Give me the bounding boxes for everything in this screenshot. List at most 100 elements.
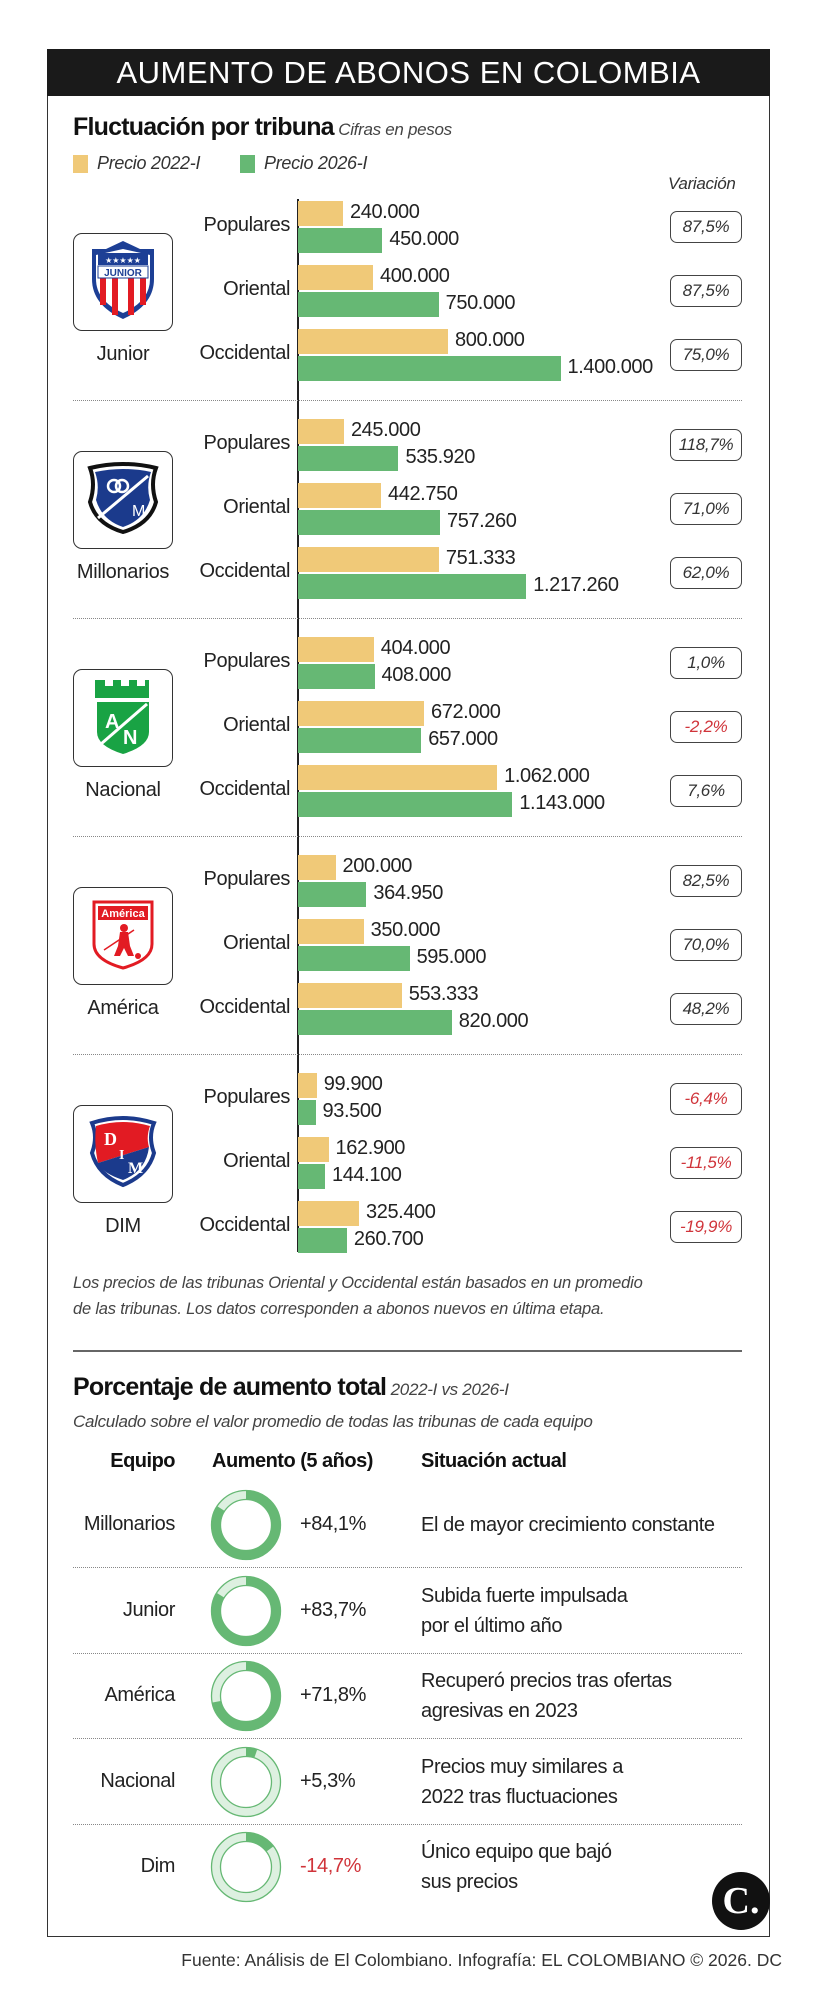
el-colombiano-logo: C. [712, 1872, 770, 1930]
value-label-2022: 442.750 [388, 483, 458, 505]
team-name: DIM [105, 1215, 141, 1237]
bar-2026 [298, 1100, 316, 1125]
note-line-1: Los precios de las tribunas Oriental y O… [73, 1274, 643, 1292]
team-name: Junior [96, 343, 150, 365]
value-label-2022: 553.333 [408, 983, 479, 1005]
situation-line: Recuperó precios tras ofertas [421, 1670, 672, 1692]
value-label-2022: 325.400 [366, 1201, 436, 1223]
variation-badge: -19,9% [670, 1211, 742, 1243]
tribuna-label: Oriental [223, 496, 290, 518]
donut-arc [211, 1746, 281, 1817]
value-label-2022: 400.000 [380, 265, 450, 287]
footer-credit: Fuente: Análisis de El Colombiano. Infog… [181, 1950, 782, 1970]
tribuna-label: Populares [203, 1086, 291, 1108]
svg-text:JUNIOR: JUNIOR [104, 268, 143, 279]
team-logo-0: JUNIOR ★★★★★ [73, 233, 173, 331]
value-label-2026: 1.143.000 [519, 792, 605, 814]
bar-2026 [298, 228, 383, 253]
tribuna-label: Occidental [199, 1214, 291, 1236]
tribuna-label: Populares [203, 650, 291, 672]
variation-badge: 1,0% [670, 647, 742, 679]
variation-badge: 48,2% [670, 993, 742, 1025]
value-label-2026: 260.700 [353, 1228, 424, 1250]
tribuna-label: Occidental [199, 778, 291, 800]
summary-title: Porcentaje de aumento total [73, 1373, 387, 1401]
tribuna-label: Occidental [199, 996, 291, 1018]
donut-track-inner [219, 1498, 273, 1552]
variation-badge: 82,5% [670, 865, 742, 897]
summary-subtitle: Calculado sobre el valor promedio de tod… [73, 1412, 593, 1431]
value-label-2026: 820.000 [458, 1010, 529, 1032]
variation-badge: 87,5% [670, 275, 742, 307]
situation-line: agresivas en 2023 [421, 1700, 578, 1722]
note-line-2: de las tribunas. Los datos corresponden … [73, 1300, 605, 1318]
row-team: Junior [122, 1598, 175, 1621]
row-team: Dim [140, 1855, 176, 1877]
bar-2026 [298, 574, 527, 599]
value-label-2026: 1.217.260 [533, 574, 619, 596]
main-title: AUMENTO DE ABONOS EN COLOMBIA [47, 49, 770, 96]
team-name: América [87, 997, 159, 1019]
team-separator [73, 1054, 742, 1055]
row-situation: Recuperó precios tras ofertas agresivas e… [421, 1666, 761, 1726]
row-team: América [104, 1684, 175, 1706]
summary-title-suffix: 2022-I vs 2026-I [390, 1380, 509, 1399]
increase-donut [208, 1829, 284, 1905]
donut-arc [211, 1832, 281, 1902]
donut-track-inner [219, 1840, 273, 1894]
donut-arc [211, 1575, 281, 1646]
svg-text:★★★★★: ★★★★★ [105, 256, 141, 265]
infographic-frame [47, 49, 770, 1937]
situation-line: El de mayor crecimiento constante [421, 1514, 715, 1536]
situation-line: 2022 tras fluctuaciones [421, 1785, 618, 1808]
bar-2026 [298, 1164, 326, 1189]
bar-2022 [298, 419, 344, 444]
legend-label-2022: Precio 2022-I [97, 153, 201, 173]
row-situation: Único equipo que bajó sus precios [421, 1837, 761, 1897]
variation-header: Variación [668, 174, 736, 193]
variation-badge: -11,5% [670, 1147, 742, 1179]
america-shield-icon: América [90, 898, 156, 975]
variation-badge: -6,4% [670, 1083, 742, 1115]
bar-2026 [298, 664, 375, 689]
variation-badge: 118,7% [670, 429, 742, 461]
bar-2026 [298, 792, 513, 817]
donut-track-inner [219, 1669, 273, 1723]
tribuna-label: Oriental [223, 278, 290, 300]
increase-donut [208, 1744, 284, 1820]
team-separator [73, 836, 742, 837]
bar-axis [297, 199, 299, 1252]
svg-text:América: América [101, 908, 145, 920]
donut-track-inner [219, 1755, 273, 1808]
bar-2026 [298, 1228, 347, 1253]
variation-badge: 71,0% [670, 493, 742, 525]
value-label-2022: 200.000 [342, 855, 413, 877]
situation-line: por el último año [421, 1614, 563, 1637]
bar-2022 [298, 637, 374, 662]
donut-arc [211, 1661, 281, 1731]
value-label-2026: 450.000 [389, 228, 459, 250]
value-label-2022: 162.900 [335, 1137, 406, 1159]
row-situation: Precios muy similares a 2022 tras fluctua… [421, 1752, 761, 1812]
chart-subtitle: Cifras en pesos [338, 120, 452, 139]
variation-badge: 7,6% [670, 775, 742, 807]
value-label-2022: 240.000 [350, 201, 420, 223]
chart-note: Los precios de las tribunas Oriental y O… [73, 1270, 643, 1322]
value-label-2022: 672.000 [431, 701, 501, 723]
team-name: Millonarios [76, 561, 170, 583]
row-percentage: +71,8% [300, 1684, 366, 1706]
bar-2026 [298, 882, 367, 907]
row-percentage: +5,3% [300, 1769, 356, 1792]
value-label-2022: 800.000 [455, 329, 525, 351]
legend-swatch-2026 [240, 155, 255, 173]
tribuna-label: Occidental [199, 342, 291, 364]
bar-2022 [298, 765, 498, 790]
value-label-2026: 657.000 [428, 728, 498, 750]
section-divider [73, 1350, 742, 1352]
bar-2022 [298, 983, 402, 1008]
bar-2022 [298, 265, 373, 290]
tribuna-label: Oriental [223, 714, 290, 736]
